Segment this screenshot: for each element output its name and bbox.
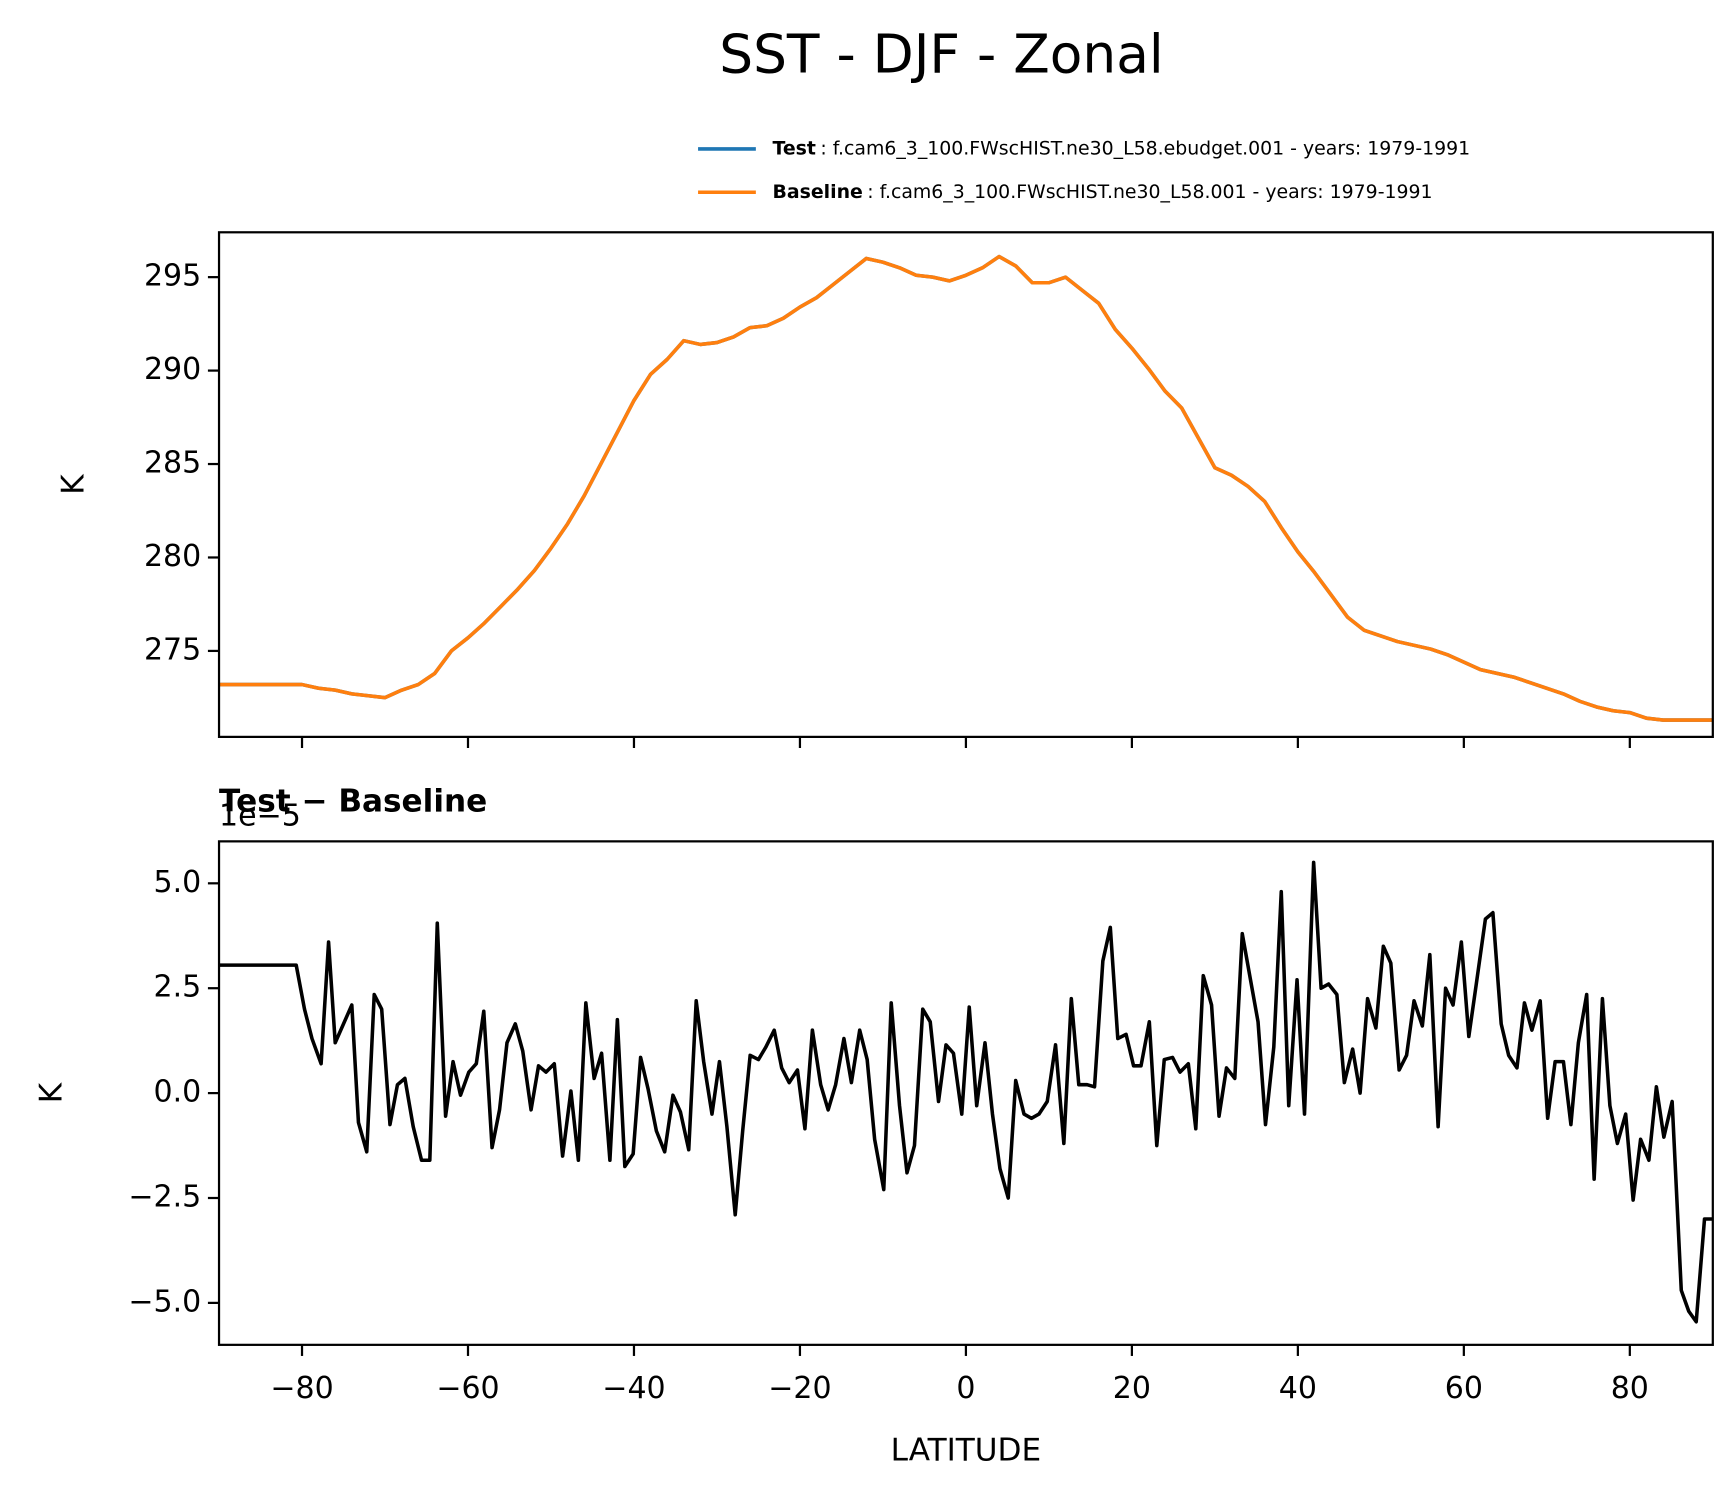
x-tick-label: 20 (1113, 1371, 1151, 1406)
y-tick-label: 275 (144, 632, 201, 667)
x-tick-label: −60 (436, 1371, 499, 1406)
x-tick-label: −20 (768, 1371, 831, 1406)
legend-name: Baseline (773, 181, 863, 203)
x-tick-label: 40 (1279, 1371, 1317, 1406)
x-tick-label: 0 (956, 1371, 975, 1406)
y-tick-label: 2.5 (154, 970, 202, 1005)
x-tick-label: −40 (602, 1371, 665, 1406)
figure-title: SST - DJF - Zonal (719, 22, 1164, 85)
legend-name: Test (773, 137, 816, 159)
y-tick-label: 290 (144, 352, 201, 387)
x-tick-label: 80 (1611, 1371, 1649, 1406)
data-line (219, 254, 1713, 722)
axes-frame (217, 840, 1714, 1346)
y-tick-label: 0.0 (154, 1075, 202, 1110)
y-tick-label: −2.5 (128, 1179, 201, 1214)
data-line (219, 254, 1713, 722)
legend-description: : f.cam6_3_100.FWscHIST.ne30_L58.001 - y… (867, 181, 1432, 203)
y-tick-label: −5.0 (128, 1284, 201, 1319)
y-tick-label: 295 (144, 259, 201, 294)
x-tick-label: 60 (1445, 1371, 1483, 1406)
data-line (219, 860, 1712, 1324)
offset-label: 1e−5 (219, 798, 301, 833)
x-tick-label: −80 (270, 1371, 333, 1406)
y-axis-label: K (56, 473, 92, 495)
y-axis-label: K (33, 1081, 69, 1103)
legend-description: : f.cam6_3_100.FWscHIST.ne30_L58.ebudget… (820, 137, 1470, 159)
axes-frame (217, 231, 1714, 738)
x-axis-label: LATITUDE (891, 1433, 1041, 1469)
y-tick-label: 5.0 (154, 865, 202, 900)
y-tick-label: 280 (144, 539, 201, 574)
y-tick-label: 285 (144, 446, 201, 481)
subplot-title: Test − Baseline (219, 783, 487, 819)
